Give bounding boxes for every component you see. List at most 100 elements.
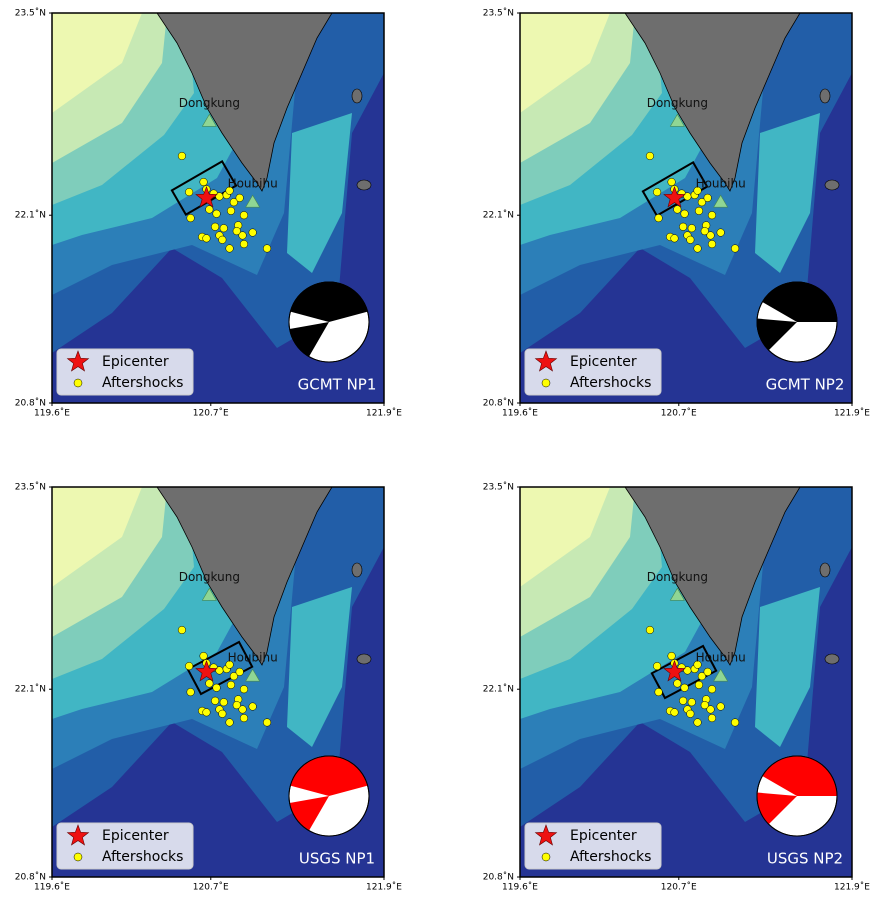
place-marker: [245, 194, 261, 208]
y-tick-label: 23.5˚N: [483, 8, 514, 19]
legend-label: Aftershocks: [102, 375, 183, 391]
aftershock: [693, 186, 702, 195]
aftershock: [218, 235, 227, 244]
legend-symbol: [534, 824, 558, 846]
aftershock: [683, 666, 692, 675]
aftershock: [679, 696, 688, 705]
aftershock: [707, 685, 717, 694]
aftershock: [238, 705, 247, 714]
place-marker: [713, 194, 729, 208]
aftershock: [235, 193, 244, 202]
aftershock: [218, 709, 227, 718]
aftershock: [731, 718, 740, 727]
aftershock: [185, 188, 194, 197]
aftershock: [232, 227, 241, 236]
epicenter: [195, 186, 218, 208]
aftershock: [177, 625, 186, 635]
place-marker: [669, 113, 685, 127]
aftershock: [212, 209, 221, 218]
place-marker: [201, 587, 217, 601]
place-name: Houbihu: [228, 177, 278, 191]
legend-symbol: [66, 350, 90, 372]
place-name: Houbihu: [696, 651, 746, 665]
panel-label: USGS NP2: [767, 850, 843, 868]
beachball-quadrant: [762, 282, 837, 322]
aftershock: [645, 151, 654, 161]
aftershock: [731, 244, 740, 253]
aftershock: [239, 685, 249, 694]
aftershock: [225, 244, 234, 253]
aftershock: [239, 714, 249, 723]
aftershock: [239, 211, 249, 220]
legend-symbol: [541, 378, 551, 388]
y-tick-label: 20.8˚N: [15, 872, 46, 883]
x-tick-label: 121.9˚E: [366, 408, 402, 419]
aftershock: [186, 688, 195, 697]
place-marker: [669, 587, 685, 601]
y-tick-label: 20.8˚N: [483, 398, 514, 409]
aftershock: [653, 188, 662, 197]
aftershock: [697, 198, 706, 207]
epicenter: [195, 660, 218, 682]
epicenter: [663, 186, 686, 208]
beachball-quadrant: [289, 796, 329, 831]
y-tick-label: 20.8˚N: [483, 872, 514, 883]
place-name: Houbihu: [696, 177, 746, 191]
place-marker: [713, 668, 729, 682]
map-frame: [519, 486, 853, 878]
x-tick-label: 120.7˚E: [193, 882, 229, 893]
aftershock: [199, 177, 208, 187]
legend-label: Epicenter: [102, 828, 169, 844]
aftershock: [700, 227, 709, 236]
aftershock: [238, 231, 247, 240]
aftershock: [248, 228, 257, 237]
aftershock: [186, 214, 195, 223]
place-name: Dongkung: [179, 570, 240, 584]
legend-label: Aftershocks: [102, 849, 183, 865]
y-tick-label: 22.1˚N: [483, 684, 514, 695]
beachball-outline: [756, 281, 838, 363]
epicenter: [663, 660, 686, 682]
aftershock: [673, 205, 682, 214]
aftershock: [694, 206, 704, 215]
aftershock: [670, 708, 679, 717]
aftershock: [667, 177, 676, 187]
aftershock: [683, 192, 692, 201]
map-frame: [51, 486, 385, 878]
aftershock: [645, 625, 654, 635]
beachball-quadrant: [762, 756, 837, 796]
y-tick-label: 23.5˚N: [483, 482, 514, 493]
aftershock: [703, 667, 712, 676]
place-name: Houbihu: [228, 651, 278, 665]
place-marker: [201, 113, 217, 127]
beachball-outline: [756, 755, 838, 837]
place-marker: [245, 668, 261, 682]
legend-label: Epicenter: [570, 828, 637, 844]
x-tick-label: 119.6˚E: [34, 882, 70, 893]
aftershock: [202, 234, 211, 243]
aftershock: [653, 662, 662, 671]
aftershock: [263, 244, 272, 253]
aftershock: [212, 683, 221, 692]
aftershock: [667, 651, 676, 661]
aftershock: [177, 151, 186, 161]
map-area: Dongkung Houbihu Epicenter Aftershocks GCMT …: [520, 13, 852, 403]
aftershock: [654, 688, 663, 697]
x-tick-label: 119.6˚E: [34, 408, 70, 419]
map-panel: Dongkung Houbihu Epicenter Aftershocks GCMT …: [483, 8, 871, 419]
aftershock: [215, 192, 224, 201]
aftershock: [248, 702, 257, 711]
map-frame: [51, 12, 385, 404]
map-frame: [519, 12, 853, 404]
y-tick-label: 22.1˚N: [15, 684, 46, 695]
y-tick-label: 22.1˚N: [15, 210, 46, 221]
legend-symbol: [534, 350, 558, 372]
fault-plane: [641, 161, 709, 217]
aftershock: [215, 666, 224, 675]
legend-box: [524, 822, 662, 870]
aftershock: [226, 680, 236, 689]
aftershock: [263, 718, 272, 727]
legend-box: [56, 822, 194, 870]
x-tick-label: 119.6˚E: [502, 408, 538, 419]
